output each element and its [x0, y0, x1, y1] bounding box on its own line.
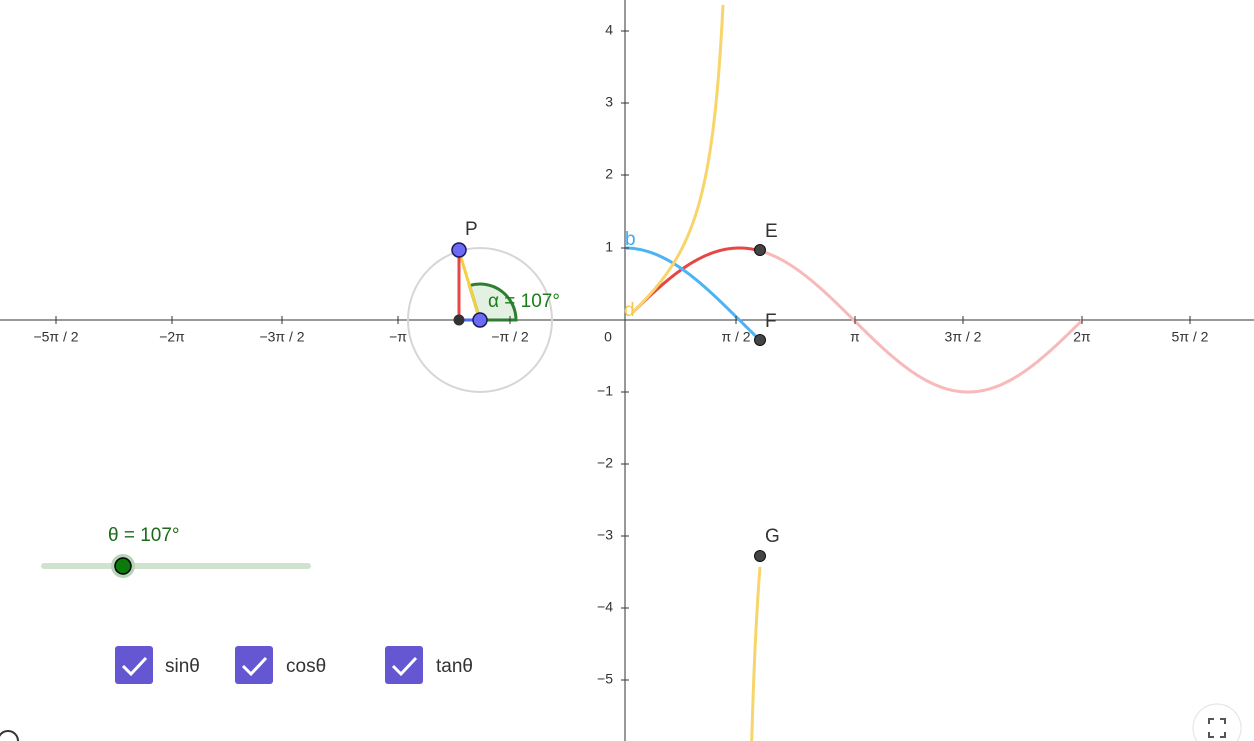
menu-button[interactable] — [0, 730, 19, 741]
slider-label: θ = 107° — [108, 525, 180, 546]
fullscreen-button[interactable] — [1192, 703, 1242, 741]
y-tick-label: 3 — [605, 94, 613, 110]
checkbox-label: tanθ — [436, 656, 473, 677]
foot-point — [453, 314, 465, 326]
angle-arc — [467, 282, 518, 322]
checkmark — [241, 656, 268, 677]
curve-label: b — [625, 229, 636, 250]
y-tick-label: −2 — [597, 455, 613, 471]
unit-circle — [407, 247, 553, 393]
point-label: P — [465, 219, 478, 240]
tangent-curve-lower — [750, 566, 762, 741]
point-f — [754, 334, 766, 346]
radius-segment — [457, 250, 482, 321]
checkbox-label: sinθ — [165, 656, 200, 677]
checkmark — [121, 656, 148, 677]
checkbox[interactable] — [235, 646, 273, 684]
y-tick-label: −3 — [597, 527, 613, 543]
sine-trace — [759, 249, 1084, 394]
point-e — [754, 244, 766, 256]
x-tick-label: −π — [389, 329, 407, 345]
checkbox-label: cosθ — [286, 656, 326, 677]
cosine-curve — [626, 246, 762, 342]
x-tick-label: π — [850, 329, 860, 345]
x-tick-label: π / 2 — [721, 329, 750, 345]
y-tick-label: −4 — [597, 599, 613, 615]
x-tick-label: 2π — [1073, 329, 1091, 345]
point-label: G — [765, 526, 780, 547]
x-tick-label: 3π / 2 — [945, 329, 982, 345]
x-tick-label: −π / 2 — [491, 329, 529, 345]
point[interactable] — [472, 312, 488, 328]
y-tick-label: 1 — [605, 239, 613, 255]
checkmark — [391, 656, 418, 677]
checkbox[interactable] — [115, 646, 153, 684]
y-tick-label: −1 — [597, 383, 613, 399]
x-tick-label: −3π / 2 — [259, 329, 304, 345]
y-tick-label: 2 — [605, 166, 613, 182]
point-label: E — [765, 221, 778, 242]
y-tick-label: −5 — [597, 671, 613, 687]
x-tick-label: 0 — [604, 329, 612, 345]
checkbox[interactable] — [385, 646, 423, 684]
point-label: F — [765, 311, 777, 332]
point-g — [754, 550, 766, 562]
fullscreen-icon — [1208, 718, 1226, 738]
point-p[interactable] — [451, 242, 467, 258]
y-tick-label: 4 — [605, 22, 613, 38]
x-tick-label: −5π / 2 — [33, 329, 78, 345]
x-tick-label: 5π / 2 — [1172, 329, 1209, 345]
tangent-curve — [630, 4, 725, 315]
angle-label: α = 107° — [488, 291, 560, 312]
x-tick-label: −2π — [159, 329, 185, 345]
slider-knob[interactable] — [114, 557, 132, 575]
curve-label: d — [624, 300, 635, 321]
